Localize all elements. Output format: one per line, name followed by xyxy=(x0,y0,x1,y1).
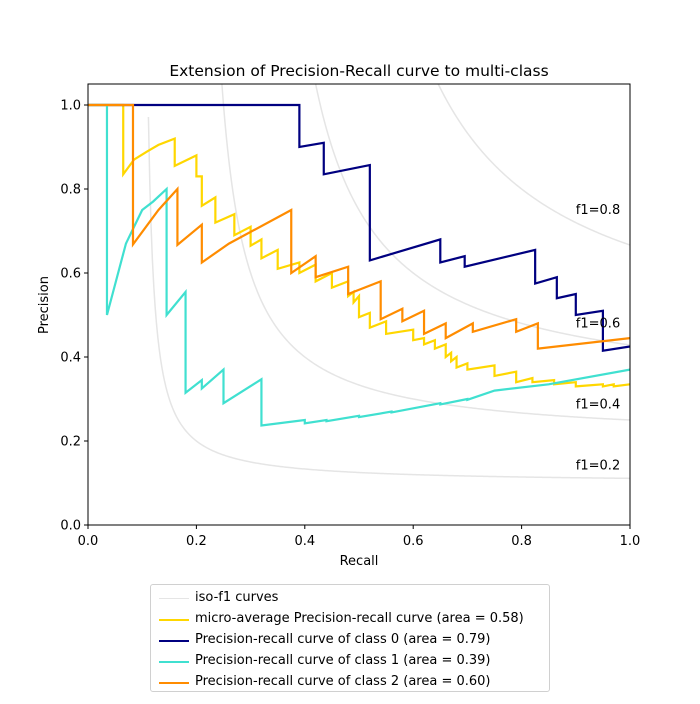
y-axis-label: Precision xyxy=(37,276,52,334)
x-tick-label: 0.2 xyxy=(186,534,207,549)
legend-item-iso-f1: iso-f1 curves xyxy=(151,588,549,609)
iso-f1-curve xyxy=(221,84,630,421)
iso-f1-curve xyxy=(314,84,630,346)
legend-swatch-class-2 xyxy=(159,682,189,684)
plot-frame xyxy=(87,83,631,526)
legend-item-micro-average: micro-average Precision-recall curve (ar… xyxy=(151,609,549,630)
x-axis-label: Recall xyxy=(340,554,379,569)
pr-series-line xyxy=(88,103,630,427)
legend-item-class-2: Precision-recall curve of class 2 (area … xyxy=(151,672,549,693)
iso-f1-label: f1=0.2 xyxy=(576,458,620,473)
legend-label-class-2: Precision-recall curve of class 2 (area … xyxy=(195,674,491,689)
x-tick-label: 0.0 xyxy=(78,534,99,549)
pr-series-line xyxy=(88,103,630,388)
iso-f1-curve xyxy=(437,84,630,246)
y-tick-label: 0.6 xyxy=(60,267,81,282)
x-tick-label: 1.0 xyxy=(620,534,641,549)
legend-item-class-1: Precision-recall curve of class 1 (area … xyxy=(151,651,549,672)
pr-series-line xyxy=(88,103,630,350)
legend-label-micro-average: micro-average Precision-recall curve (ar… xyxy=(195,611,524,626)
iso-f1-label: f1=0.6 xyxy=(576,317,620,332)
legend-label-class-1: Precision-recall curve of class 1 (area … xyxy=(195,653,491,668)
y-tick-label: 0.2 xyxy=(60,435,81,450)
y-tick-label: 0.0 xyxy=(60,519,81,534)
legend-swatch-iso-f1 xyxy=(159,598,189,599)
iso-f1-curve xyxy=(147,116,630,480)
x-tick-label: 0.4 xyxy=(294,534,315,549)
y-tick-label: 0.4 xyxy=(60,351,81,366)
legend-swatch-micro-average xyxy=(159,619,189,621)
chart-legend: iso-f1 curves micro-average Precision-re… xyxy=(150,584,550,692)
x-tick-label: 0.8 xyxy=(511,534,532,549)
chart-title: Extension of Precision-Recall curve to m… xyxy=(169,62,548,80)
legend-item-class-0: Precision-recall curve of class 0 (area … xyxy=(151,630,549,651)
y-tick-label: 1.0 xyxy=(60,99,81,114)
legend-label-iso-f1: iso-f1 curves xyxy=(195,590,279,605)
iso-f1-label: f1=0.8 xyxy=(576,203,620,218)
x-tick-label: 0.6 xyxy=(403,534,424,549)
legend-label-class-0: Precision-recall curve of class 0 (area … xyxy=(195,632,491,647)
iso-f1-label: f1=0.4 xyxy=(576,398,620,413)
legend-swatch-class-0 xyxy=(159,640,189,642)
y-tick-label: 0.8 xyxy=(60,183,81,198)
pr-series-line xyxy=(88,103,630,352)
legend-swatch-class-1 xyxy=(159,661,189,663)
